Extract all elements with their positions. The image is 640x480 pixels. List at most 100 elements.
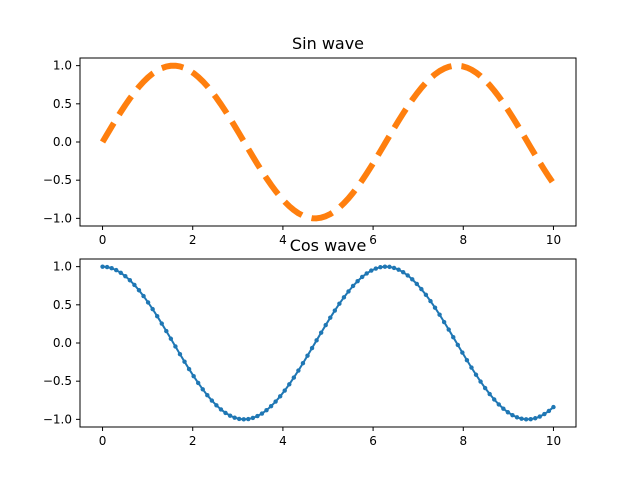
cos-data-point — [214, 403, 219, 408]
cos-data-point — [482, 385, 488, 391]
cos-data-point — [455, 342, 461, 348]
cos-data-point — [209, 398, 215, 403]
cos-axes-frame — [79, 258, 577, 428]
cos-data-point — [127, 278, 133, 283]
cos-data-point — [296, 368, 301, 373]
cos-data-point — [523, 417, 529, 422]
cos-data-point — [218, 407, 224, 412]
cos-data-point — [478, 379, 483, 384]
cos-data-point — [173, 344, 178, 349]
cos-data-point — [277, 394, 283, 399]
cos-data-point — [391, 265, 397, 271]
cos-data-point — [551, 404, 556, 410]
cos-data-point — [337, 301, 342, 306]
cos-data-point — [505, 410, 511, 415]
cos-data-point — [104, 264, 110, 270]
cos-wave-points — [100, 264, 556, 422]
cos-data-point — [537, 414, 542, 419]
cos-data-point — [132, 282, 137, 288]
cos-data-point — [155, 313, 160, 319]
cos-data-point — [241, 417, 246, 422]
cos-data-point — [227, 413, 233, 418]
cos-data-point — [118, 270, 123, 275]
cos-data-point — [437, 312, 442, 317]
cos-data-point — [291, 375, 297, 380]
cos-data-point — [287, 382, 292, 387]
cos-data-point — [268, 404, 274, 409]
sin-y-tick-label: 1.0 — [53, 59, 72, 73]
cos-data-point — [141, 293, 146, 299]
cos-y-tick-label: 1.0 — [53, 260, 72, 274]
cos-data-point — [510, 412, 515, 418]
cos-data-point — [373, 266, 379, 271]
cos-data-point — [432, 305, 438, 310]
cos-data-point — [100, 264, 105, 269]
cos-data-point — [396, 267, 401, 272]
cos-data-point — [250, 415, 256, 421]
sin-x-ticks: 0 2 4 6 8 10 — [99, 226, 561, 247]
cos-data-point — [350, 283, 356, 289]
sin-chart-title: Sin wave — [292, 34, 364, 53]
cos-y-ticks: 1.0 0.5 0.0 −0.5 −1.0 — [43, 260, 80, 426]
sin-x-tick-label: 8 — [459, 233, 467, 247]
cos-data-point — [255, 413, 260, 419]
cos-x-tick-label: 8 — [459, 434, 467, 448]
cos-data-point — [145, 300, 151, 305]
cos-data-point — [473, 372, 479, 377]
cos-data-point — [382, 264, 388, 269]
sin-y-tick-label: −0.5 — [43, 173, 72, 187]
cos-data-point — [364, 271, 369, 276]
sin-y-tick-label: 0.5 — [53, 97, 72, 111]
cos-data-point — [414, 281, 420, 287]
cos-data-point — [469, 365, 474, 370]
cos-data-point — [273, 399, 278, 404]
cos-data-point — [332, 308, 338, 313]
cos-data-point — [246, 416, 251, 422]
cos-data-point — [487, 391, 492, 397]
cos-data-point — [359, 274, 365, 280]
cos-data-point — [464, 357, 470, 363]
cos-data-point — [501, 406, 506, 411]
sin-x-tick-label: 6 — [369, 233, 377, 247]
cos-data-point — [519, 416, 524, 421]
cos-data-point — [164, 328, 169, 334]
cos-x-tick-label: 2 — [189, 434, 197, 448]
cos-data-point — [446, 327, 451, 332]
cos-data-point — [533, 416, 538, 421]
sin-axes-frame — [79, 57, 577, 227]
cos-data-point — [314, 338, 319, 343]
cos-data-point — [318, 330, 324, 335]
cos-data-point — [400, 269, 406, 275]
cos-data-point — [282, 388, 287, 393]
sin-wave-line — [99, 62, 556, 222]
cos-data-point — [136, 288, 142, 293]
cos-data-point — [305, 353, 310, 358]
sin-x-tick-label: 0 — [99, 233, 107, 247]
cos-data-point — [259, 411, 265, 416]
cos-data-point — [191, 373, 196, 379]
cos-y-tick-label: −0.5 — [43, 374, 72, 388]
sin-y-tick-label: 0.0 — [53, 135, 72, 149]
cos-chart-title: Cos wave — [290, 236, 367, 255]
cos-data-point — [492, 397, 497, 402]
cos-x-tick-label: 0 — [99, 434, 107, 448]
cos-data-point — [405, 273, 410, 278]
cos-data-point — [150, 306, 155, 312]
sin-x-tick-label: 4 — [279, 233, 287, 247]
cos-data-point — [428, 298, 433, 304]
cos-data-point — [195, 380, 201, 386]
cos-data-point — [232, 415, 237, 420]
cos-data-point — [159, 321, 164, 326]
cos-y-tick-label: −1.0 — [43, 412, 72, 426]
cos-data-point — [114, 267, 119, 273]
sin-subplot: Sin wave 1.0 0.5 0.0 −0.5 −1.0 0 2 4 6 8 10 — [43, 34, 577, 247]
cos-y-tick-label: 0.0 — [53, 336, 72, 350]
sin-x-tick-label: 2 — [189, 233, 197, 247]
cos-data-point — [123, 273, 128, 279]
cos-data-point — [346, 289, 351, 294]
cos-data-point — [451, 334, 456, 340]
cos-x-ticks: 0 2 4 6 8 10 — [99, 427, 561, 448]
sin-y-tick-label: −1.0 — [43, 211, 72, 225]
